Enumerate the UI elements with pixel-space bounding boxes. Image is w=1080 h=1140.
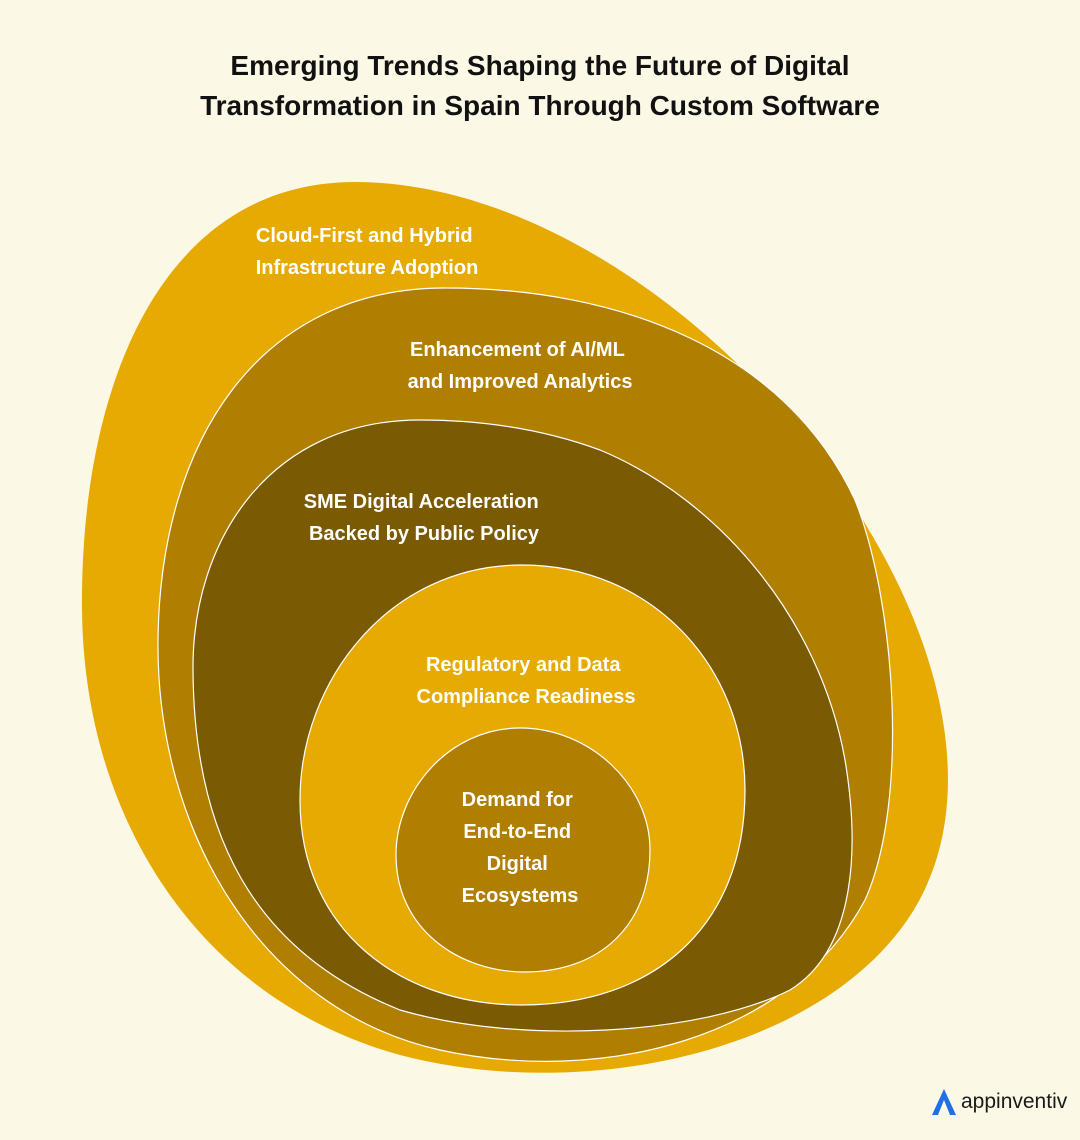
layer-5-shape — [395, 727, 651, 973]
layer-2-label-line: and Improved Analytics — [408, 371, 633, 393]
brand-logo: appinventiv — [930, 1086, 1067, 1118]
layer-1-label-line: Cloud-First and Hybrid — [256, 225, 473, 247]
page-title: Emerging Trends Shaping the Future of Di… — [0, 46, 1080, 126]
title-line-1: Emerging Trends Shaping the Future of Di… — [230, 50, 850, 81]
layer-5-label-line: Ecosystems — [462, 885, 579, 907]
layer-3-label-line: Backed by Public Policy — [309, 523, 540, 545]
layer-2-label-line: Enhancement of AI/ML — [410, 339, 625, 361]
layer-1-label: Cloud-First and Hybrid Infrastructure Ad… — [256, 225, 479, 279]
layer-4-label-line: Regulatory and Data — [426, 654, 621, 676]
appinventiv-logo-icon — [932, 1089, 956, 1115]
layer-1-label-line: Infrastructure Adoption — [256, 257, 479, 279]
layer-5-label-line: Digital — [487, 853, 548, 875]
title-line-2: Transformation in Spain Through Custom S… — [200, 90, 880, 121]
layer-5-label-line: End-to-End — [463, 821, 571, 843]
layer-3-label: SME Digital Acceleration Backed by Publi… — [304, 491, 544, 545]
layer-2-label: Enhancement of AI/ML and Improved Analyt… — [408, 339, 633, 393]
layer-4-label: Regulatory and Data Compliance Readiness — [417, 654, 636, 708]
layer-5-label-line: Demand for — [462, 789, 573, 811]
layer-4-label-line: Compliance Readiness — [417, 686, 636, 708]
layer-5-label: Demand for End-to-End Digital Ecosystems — [462, 789, 579, 907]
layer-3-label-line: SME Digital Acceleration — [304, 491, 539, 513]
logo-text: appinventiv — [961, 1090, 1068, 1113]
